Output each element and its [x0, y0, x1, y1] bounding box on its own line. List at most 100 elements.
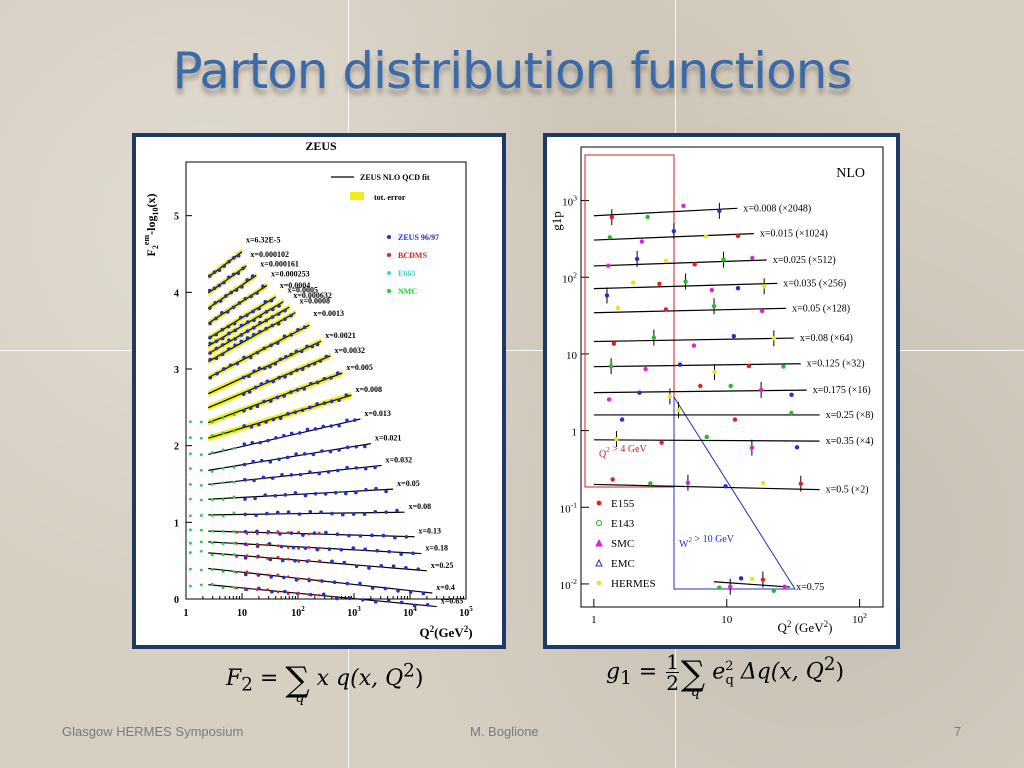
zeus-series-label: x=0.032	[386, 455, 413, 464]
zeus-data-point	[303, 493, 308, 498]
zeus-data-point	[323, 492, 328, 496]
zeus-data-point	[324, 354, 329, 359]
nmc-data-point	[189, 584, 192, 588]
zeus-data-point	[282, 575, 286, 580]
zeus-data-point	[306, 363, 311, 368]
g1-legend-marker	[595, 538, 603, 547]
zeus-series-label: x=0.005	[346, 363, 373, 372]
bcdms-data-point	[245, 588, 249, 592]
zeus-data-point	[347, 596, 352, 601]
bcdms-data-point	[286, 557, 290, 561]
zeus-data-point	[363, 547, 368, 552]
zeus-fit-curve	[208, 552, 427, 572]
bcdms-data-point	[286, 531, 290, 534]
g1-data-point	[782, 584, 787, 589]
zeus-data-point	[315, 342, 320, 347]
nmc-data-point	[210, 498, 214, 502]
zeus-data-point	[255, 350, 260, 355]
g1-legend-marker	[595, 519, 603, 527]
zeus-data-point	[360, 597, 365, 602]
bcdms-data-point	[276, 555, 280, 559]
zeus-data-point	[271, 417, 276, 422]
g1p-chart-panel: 1 10 102 103 102 10 1 10-1 10-2 Q2 (GeV2) g1p NLO Q2…	[543, 133, 900, 649]
zeus-data-point	[208, 357, 212, 362]
zeus-data-point	[298, 472, 303, 477]
g1-data-point	[663, 258, 669, 263]
f2-formula: F2 = ∑ q x q(x, Q2)	[226, 660, 424, 706]
nmc-data-point	[221, 553, 225, 557]
zeus-data-point	[208, 335, 212, 340]
zeus-data-point	[313, 427, 318, 431]
nmc-data-point	[221, 466, 225, 470]
zeus-data-point	[293, 410, 298, 415]
g1-fit-line	[593, 307, 787, 314]
zeus-data-point	[250, 440, 255, 445]
zeus-data-point	[264, 326, 268, 331]
bcdms-data-point	[266, 556, 269, 560]
zeus-data-point	[303, 546, 308, 550]
zeus-data-point	[226, 275, 231, 280]
nmc-data-point	[221, 448, 225, 452]
zeus-series-label: x=0.008	[355, 385, 382, 394]
g1-data-point	[614, 436, 619, 442]
zeus-data-point	[252, 318, 256, 323]
g1-data-point	[709, 287, 714, 293]
zeus-data-point	[268, 364, 272, 369]
zeus-data-point	[373, 599, 378, 604]
zeus-data-point	[243, 497, 247, 501]
g1-legend-marker	[596, 500, 602, 506]
g1-data-point	[604, 293, 610, 298]
background-divider	[0, 350, 1024, 351]
zeus-x-tick-label: 102	[291, 605, 305, 619]
bcdms-data-point	[307, 577, 311, 581]
nmc-data-point	[189, 420, 192, 424]
g1-data-point	[760, 577, 766, 582]
zeus-data-point	[238, 315, 243, 320]
zeus-data-point	[300, 367, 305, 372]
g1-data-point	[789, 392, 794, 398]
g1-data-point	[606, 397, 612, 402]
zeus-data-point	[383, 586, 388, 591]
g1-data-point	[691, 343, 697, 348]
zeus-data-point	[337, 398, 341, 403]
bcdms-data-point	[235, 586, 238, 590]
zeus-data-point	[335, 371, 340, 375]
g1-fit-line	[713, 581, 791, 588]
g1-data-point	[731, 333, 737, 339]
zeus-data-point	[259, 458, 264, 463]
zeus-data-point	[248, 355, 253, 360]
zeus-data-point	[284, 355, 288, 359]
g1-data-point	[609, 214, 614, 220]
zeus-data-point	[255, 404, 260, 409]
nmc-data-point	[232, 413, 236, 417]
zeus-legend-label: BCDMS	[398, 251, 427, 260]
zeus-data-point	[275, 341, 280, 345]
zeus-data-point	[207, 288, 212, 293]
nmc-data-point	[232, 553, 236, 556]
g1-data-point	[648, 481, 653, 486]
zeus-data-point	[289, 531, 294, 535]
g1-series-label: x=0.035 (×256)	[783, 278, 846, 289]
g1-data-point	[723, 484, 728, 489]
zeus-data-point	[334, 596, 339, 601]
bcdms-data-point	[297, 577, 301, 581]
zeus-data-point	[278, 357, 283, 362]
g1-data-point	[711, 303, 717, 309]
zeus-data-point	[266, 438, 270, 443]
nmc-data-point	[189, 528, 192, 532]
zeus-data-point	[270, 323, 275, 328]
zeus-data-point	[236, 254, 241, 258]
zeus-data-point	[283, 308, 287, 313]
nmc-data-point	[221, 570, 225, 574]
bcdms-data-point	[235, 570, 238, 574]
zeus-series-label: x=0.0032	[334, 346, 365, 355]
zeus-data-point	[362, 512, 367, 516]
bcdms-data-point	[245, 543, 249, 547]
zeus-data-point	[242, 442, 247, 447]
g1-y-tick-label: 10-2	[560, 577, 578, 592]
zeus-data-point	[279, 544, 284, 549]
zeus-data-point	[336, 468, 340, 473]
zeus-series-label: x=0.000632	[293, 291, 332, 300]
zeus-data-point	[386, 599, 391, 603]
g1-y-tick-label: 10-1	[560, 500, 578, 515]
